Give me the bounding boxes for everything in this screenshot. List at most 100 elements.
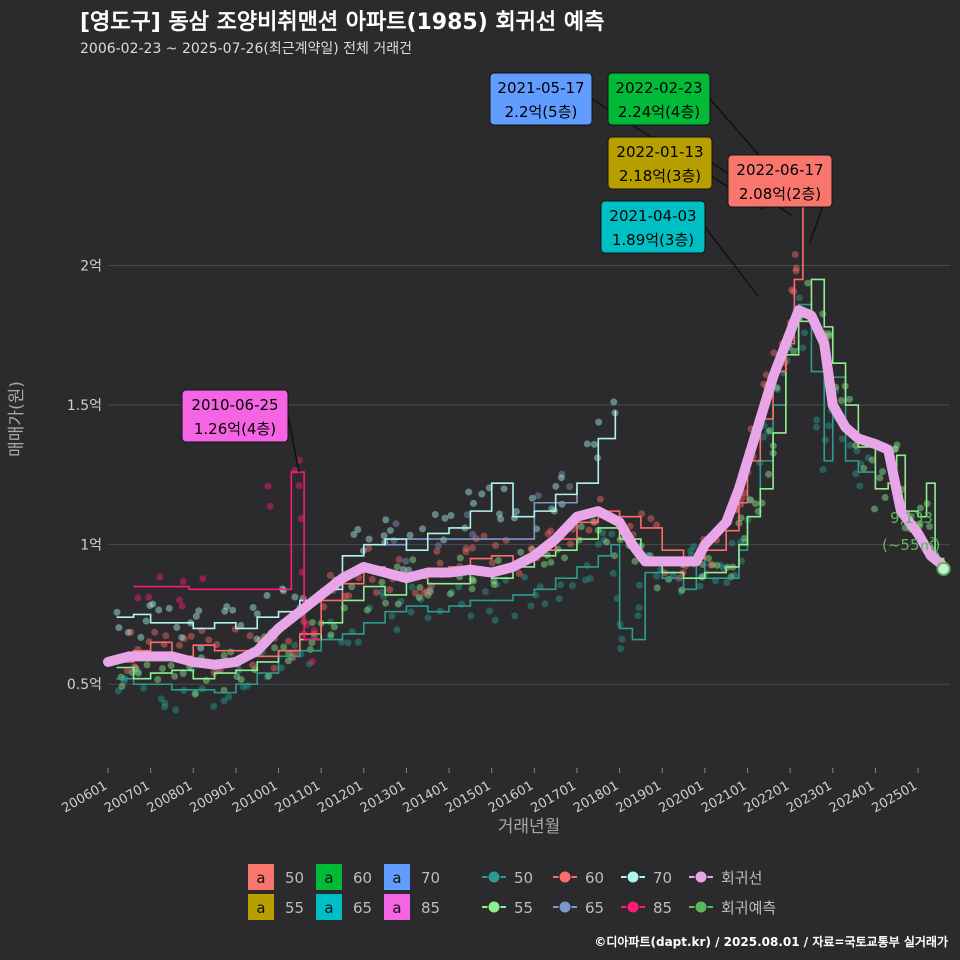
transaction-point (420, 589, 428, 597)
transaction-point (143, 661, 151, 669)
transaction-point (846, 441, 854, 449)
legend-line-marker (487, 870, 501, 884)
source-credit: ©디아파트(dapt.kr) / 2025.08.01 / 자료=국토교통부 실… (594, 935, 948, 949)
transaction-point (380, 592, 388, 600)
legend-line-label: 55 (514, 899, 533, 917)
transaction-point (137, 633, 145, 641)
transaction-point (566, 540, 574, 548)
transaction-point (280, 643, 288, 651)
transaction-point (134, 669, 142, 677)
transaction-point (821, 436, 829, 444)
callout-layer: 2021-05-17 2.2억(5층) 2022-02-23 2.24억(4층) 202… (181, 72, 833, 473)
transaction-point (305, 660, 313, 668)
transaction-point (436, 559, 444, 567)
transaction-point (838, 435, 846, 443)
transaction-point (239, 683, 247, 691)
x-tick-label: 201501 (443, 778, 493, 816)
series-line-70 (116, 410, 617, 630)
transaction-point (417, 595, 425, 603)
callout-price: 2.2억(5층) (505, 103, 578, 121)
transaction-point (819, 310, 827, 318)
transaction-point (456, 554, 464, 562)
legend-area-label: 70 (421, 869, 440, 887)
transaction-point (494, 556, 502, 564)
transaction-point (852, 442, 860, 450)
legend-area-label: 60 (353, 869, 372, 887)
transaction-point (264, 482, 272, 490)
transaction-point (837, 397, 845, 405)
callout-box (607, 136, 713, 190)
legend-line-marker (558, 870, 572, 884)
legend-area-label: 65 (353, 899, 372, 917)
transaction-point (350, 530, 358, 538)
transaction-point (727, 573, 735, 581)
transaction-point (162, 632, 170, 640)
transaction-point (765, 470, 773, 478)
transaction-point (558, 470, 566, 478)
x-tick-label: 201101 (273, 778, 323, 816)
transaction-point (407, 608, 415, 616)
transaction-point (124, 628, 132, 636)
transaction-point (799, 344, 807, 352)
callout-date: 2021-05-17 (497, 79, 584, 97)
transaction-point (365, 535, 373, 543)
callout-box (607, 72, 711, 126)
transaction-point (237, 621, 245, 629)
transaction-point (345, 592, 353, 600)
transaction-point (327, 631, 335, 639)
x-tick-label: 201401 (401, 778, 451, 816)
transaction-point (510, 514, 518, 522)
transaction-point (402, 557, 410, 565)
transaction-point (199, 575, 207, 583)
transaction-point (368, 575, 376, 583)
transaction-point (853, 447, 861, 455)
transaction-point (462, 548, 470, 556)
transaction-point (528, 494, 536, 502)
transaction-point (227, 648, 235, 656)
transaction-point (819, 466, 827, 474)
transaction-point (618, 635, 626, 643)
transaction-point (192, 612, 200, 620)
transaction-point (585, 526, 593, 534)
legend-line-marker (694, 900, 708, 914)
transaction-point (210, 702, 218, 710)
series-layer (116, 198, 945, 694)
transaction-point (690, 543, 698, 551)
transaction-point (891, 445, 899, 453)
transaction-point (140, 684, 148, 692)
transaction-point (825, 332, 833, 340)
transaction-point (308, 639, 316, 647)
transaction-point (237, 676, 245, 684)
regression-line (103, 305, 947, 670)
transaction-point (448, 588, 456, 596)
transaction-point (638, 510, 646, 518)
transaction-point (738, 557, 746, 565)
transaction-point (397, 597, 405, 605)
transaction-point (879, 468, 887, 476)
transaction-point (566, 483, 574, 491)
transaction-point (416, 583, 424, 591)
transaction-point (468, 585, 476, 593)
transaction-point (527, 602, 535, 610)
transaction-point (652, 572, 660, 580)
transaction-point (179, 669, 187, 677)
transaction-point (187, 632, 195, 640)
transaction-point (707, 561, 715, 569)
legend-area-label: 50 (285, 869, 304, 887)
transaction-point (511, 612, 519, 620)
transaction-point (178, 602, 186, 610)
callout-date: 2010-06-25 (191, 396, 278, 414)
transaction-point (492, 541, 500, 549)
legend-line-marker (626, 870, 640, 884)
transaction-point (157, 695, 165, 703)
transaction-point (500, 485, 508, 493)
transaction-point (800, 329, 808, 337)
transaction-point (395, 556, 403, 564)
transaction-point (145, 593, 153, 601)
callout-date: 2022-02-23 (615, 79, 702, 97)
transaction-point (552, 482, 560, 490)
transaction-point (180, 635, 188, 643)
y-tick-label: 1.5억 (67, 398, 102, 414)
transaction-point (270, 664, 278, 672)
transaction-point (590, 440, 598, 448)
